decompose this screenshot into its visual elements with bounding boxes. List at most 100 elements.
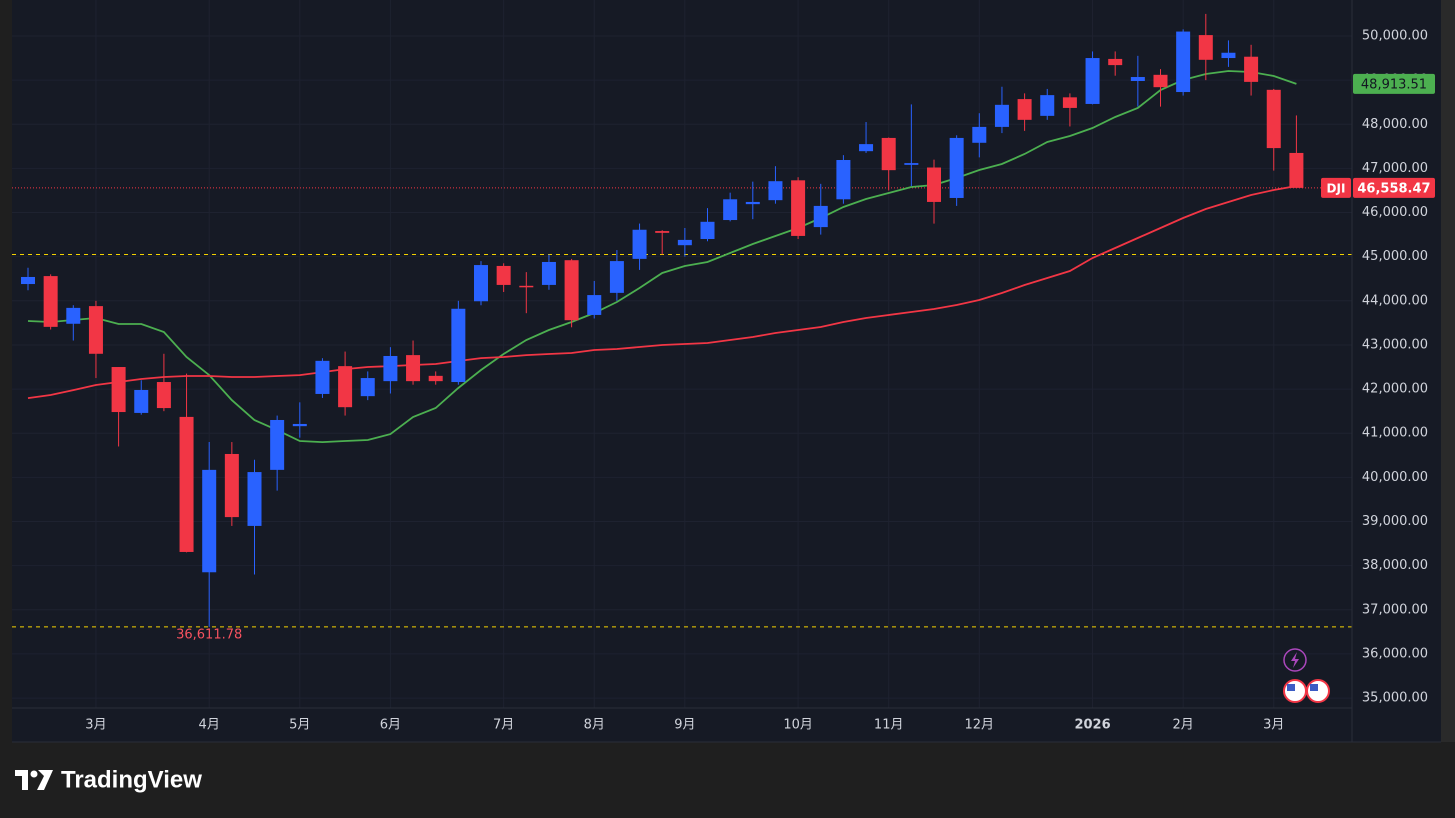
candle-body bbox=[111, 367, 126, 413]
candle-body bbox=[1085, 58, 1100, 104]
candle-body bbox=[451, 308, 466, 383]
y-tick-label: 43,000.00 bbox=[1362, 337, 1428, 352]
y-tick-label: 50,000.00 bbox=[1362, 28, 1428, 43]
labels-layer: 35,000.00 36,000.00 37,000.00 38,000.00 39,0… bbox=[85, 28, 1435, 733]
brand-name: TradingView bbox=[61, 766, 202, 793]
candle-body bbox=[202, 469, 217, 573]
brand-logo: TradingView bbox=[15, 766, 202, 793]
candle-body bbox=[677, 239, 692, 246]
candle-body bbox=[1062, 97, 1077, 108]
right-strip bbox=[1441, 0, 1455, 742]
candle-body bbox=[904, 163, 919, 165]
candle-body bbox=[21, 276, 35, 285]
candle-body bbox=[1017, 99, 1032, 120]
x-tick-label: 12月 bbox=[965, 718, 995, 733]
candle-body bbox=[655, 231, 670, 233]
candle-body bbox=[813, 205, 828, 228]
candle-body bbox=[564, 260, 579, 321]
last-value-label: 48,913.51 bbox=[1361, 77, 1427, 92]
candle-body bbox=[1289, 152, 1304, 188]
y-tick-label: 41,000.00 bbox=[1362, 426, 1428, 441]
candle-body bbox=[156, 382, 171, 409]
flag-canton bbox=[1310, 684, 1318, 691]
candle-body bbox=[881, 137, 896, 171]
candle-body bbox=[383, 355, 398, 382]
low-annotation: 36,611.78 bbox=[176, 627, 242, 642]
logo-mark bbox=[37, 770, 53, 790]
candle-body bbox=[723, 199, 738, 221]
x-tick-label: 5月 bbox=[289, 718, 310, 733]
candle-body bbox=[519, 285, 534, 288]
candle-body bbox=[632, 229, 647, 259]
candle-body bbox=[496, 265, 511, 285]
x-tick-label: 3月 bbox=[85, 718, 106, 733]
candle-body bbox=[406, 355, 421, 382]
grid-layer bbox=[12, 0, 1352, 708]
candle-body bbox=[1153, 74, 1168, 88]
candle-body bbox=[43, 276, 58, 327]
candle-body bbox=[587, 295, 602, 315]
candle-body bbox=[859, 144, 874, 152]
x-tick-label: 2026 bbox=[1074, 718, 1110, 733]
candle-body bbox=[134, 389, 149, 413]
x-tick-label: 4月 bbox=[199, 718, 220, 733]
candle-body bbox=[949, 137, 964, 198]
candle-body bbox=[1130, 77, 1145, 81]
candle-body bbox=[292, 423, 307, 427]
y-tick-label: 44,000.00 bbox=[1362, 293, 1428, 308]
y-tick-label: 46,000.00 bbox=[1362, 205, 1428, 220]
candle-body bbox=[791, 180, 806, 236]
plot-background bbox=[12, 0, 1441, 742]
y-tick-label: 35,000.00 bbox=[1362, 691, 1428, 706]
candle-body bbox=[1198, 35, 1213, 60]
candle-body bbox=[1108, 58, 1123, 66]
symbol-tag bbox=[1321, 177, 1351, 198]
candle-body bbox=[338, 366, 353, 408]
candle-body bbox=[428, 375, 443, 382]
x-tick-label: 6月 bbox=[380, 718, 401, 733]
candle-body bbox=[1040, 95, 1055, 116]
y-tick-label: 48,000.00 bbox=[1362, 117, 1428, 132]
candle-body bbox=[745, 201, 760, 205]
moving-average-line bbox=[27, 185, 1297, 399]
candle-body bbox=[66, 307, 81, 324]
candle-body bbox=[179, 416, 194, 552]
y-tick-label: 45,000.00 bbox=[1362, 249, 1428, 264]
candle-body bbox=[315, 360, 330, 394]
last-price-label: 46,558.47 bbox=[1357, 181, 1430, 196]
y-tick-label: 40,000.00 bbox=[1362, 470, 1428, 485]
candle-body bbox=[1221, 52, 1236, 59]
x-tick-label: 11月 bbox=[874, 718, 904, 733]
candle-body bbox=[270, 419, 285, 470]
y-tick-label: 42,000.00 bbox=[1362, 382, 1428, 397]
last-price-tag bbox=[1353, 177, 1435, 198]
symbol-name: DJI bbox=[1327, 181, 1346, 195]
event-icon bbox=[1283, 648, 1307, 672]
logo-mark bbox=[15, 770, 28, 790]
candle-body bbox=[927, 167, 941, 202]
candle-body bbox=[700, 221, 715, 240]
candle-body bbox=[474, 265, 488, 302]
logo-dot bbox=[30, 770, 38, 778]
candle-body bbox=[972, 126, 987, 143]
candle-body bbox=[360, 378, 375, 397]
candle-body bbox=[836, 160, 851, 200]
x-tick-label: 2月 bbox=[1173, 718, 1194, 733]
candle-body bbox=[994, 104, 1009, 127]
x-tick-label: 10月 bbox=[783, 718, 813, 733]
candle-body bbox=[768, 181, 783, 201]
x-tick-label: 9月 bbox=[674, 718, 695, 733]
x-tick-label: 3月 bbox=[1263, 718, 1284, 733]
moving-average-line bbox=[27, 70, 1297, 444]
candle-body bbox=[541, 261, 556, 285]
y-tick-label: 38,000.00 bbox=[1362, 558, 1428, 573]
flag-canton bbox=[1287, 684, 1295, 691]
y-tick-label: 36,000.00 bbox=[1362, 646, 1428, 661]
last-value-tag bbox=[1353, 73, 1435, 94]
x-tick-label: 8月 bbox=[584, 718, 605, 733]
candle-body bbox=[224, 453, 239, 518]
marks-layer bbox=[21, 13, 1304, 627]
y-tick-label: 47,000.00 bbox=[1362, 161, 1428, 176]
